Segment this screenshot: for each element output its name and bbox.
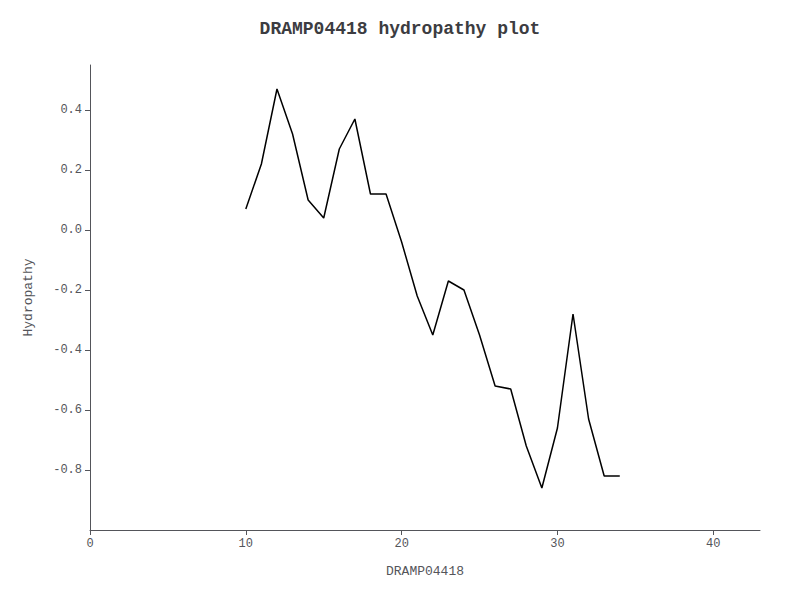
svg-text:0.2: 0.2 bbox=[60, 163, 82, 177]
svg-text:DRAMP04418: DRAMP04418 bbox=[386, 564, 464, 579]
svg-text:-0.6: -0.6 bbox=[53, 403, 82, 417]
svg-text:0.0: 0.0 bbox=[60, 223, 82, 237]
svg-text:Hydropathy: Hydropathy bbox=[21, 258, 36, 336]
svg-text:30: 30 bbox=[550, 537, 564, 551]
svg-text:10: 10 bbox=[239, 537, 253, 551]
svg-text:-0.4: -0.4 bbox=[53, 343, 82, 357]
svg-text:DRAMP04418 hydropathy plot: DRAMP04418 hydropathy plot bbox=[260, 19, 541, 39]
svg-text:-0.8: -0.8 bbox=[53, 463, 82, 477]
svg-text:-0.2: -0.2 bbox=[53, 283, 82, 297]
svg-text:40: 40 bbox=[706, 537, 720, 551]
svg-text:0: 0 bbox=[86, 537, 93, 551]
svg-text:20: 20 bbox=[394, 537, 408, 551]
svg-text:0.4: 0.4 bbox=[60, 103, 82, 117]
